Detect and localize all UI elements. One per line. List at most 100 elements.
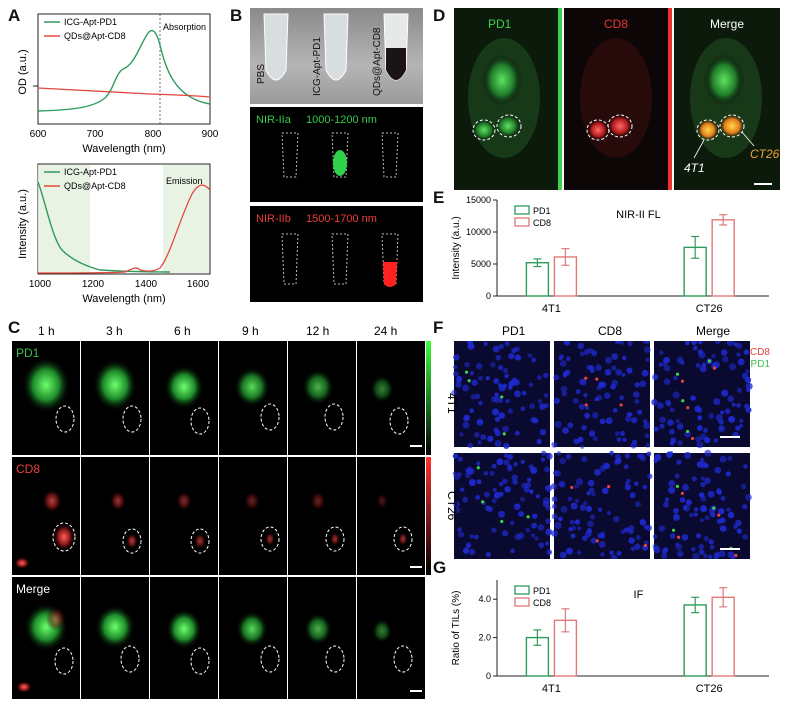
- nucleus: [652, 534, 658, 539]
- pd1-dot: [685, 429, 690, 434]
- nucleus: [551, 503, 557, 509]
- nucleus: [694, 405, 702, 413]
- nucleus: [740, 483, 747, 490]
- nucleus: [462, 384, 470, 392]
- nucleus: [581, 535, 588, 541]
- nucleus: [590, 537, 597, 544]
- nucleus: [674, 473, 680, 479]
- nucleus: [591, 491, 596, 497]
- nucleus: [691, 547, 696, 552]
- panel-label-g: G: [433, 558, 447, 577]
- nucleus: [561, 390, 567, 397]
- time-24h: 24 h: [374, 324, 398, 338]
- nucleus: [468, 548, 476, 556]
- nucleus: [611, 379, 619, 387]
- nucleus: [660, 552, 668, 559]
- c-row-merge: [12, 577, 425, 699]
- c-row-label-cd8: CD8: [16, 462, 40, 476]
- nucleus: [628, 528, 634, 535]
- nucleus: [663, 356, 670, 364]
- nucleus: [612, 515, 620, 523]
- nucleus: [562, 427, 569, 434]
- nucleus: [685, 341, 690, 346]
- nucleus: [634, 382, 640, 388]
- nucleus: [679, 497, 686, 503]
- nucleus: [691, 341, 698, 346]
- if-image-tile: [454, 341, 550, 447]
- nucleus: [567, 496, 573, 502]
- nucleus: [564, 369, 571, 376]
- legend-swatch: [514, 585, 530, 595]
- nucleus: [545, 528, 553, 536]
- nucleus: [643, 540, 649, 545]
- pd1-dot: [681, 399, 685, 403]
- panel-a-bottom-xtick-2: 1400: [135, 279, 158, 290]
- nucleus: [483, 341, 488, 347]
- pd1-dot: [467, 379, 471, 383]
- nucleus: [696, 441, 704, 449]
- nucleus: [505, 398, 510, 404]
- pd1-dot: [500, 519, 504, 524]
- nucleus: [546, 452, 553, 460]
- nucleus: [604, 369, 612, 376]
- nucleus: [576, 550, 582, 555]
- nucleus: [492, 345, 500, 353]
- bar: [711, 219, 735, 297]
- nucleus: [573, 438, 579, 444]
- nucleus: [577, 436, 584, 443]
- nucleus: [512, 377, 518, 383]
- nucleus: [726, 341, 734, 346]
- nucleus: [579, 351, 585, 357]
- panel-b-nir2b-image: [250, 206, 423, 302]
- nucleus: [476, 418, 484, 426]
- nucleus: [733, 524, 738, 530]
- nucleus: [507, 408, 514, 414]
- nucleus: [626, 367, 633, 374]
- nucleus: [559, 360, 567, 367]
- nucleus: [669, 428, 675, 435]
- nucleus: [454, 507, 461, 513]
- nucleus: [720, 410, 725, 415]
- nucleus: [587, 520, 594, 528]
- nucleus: [568, 526, 573, 532]
- nucleus: [476, 362, 483, 370]
- tube-label-icg: ICG-Apt-PD1: [312, 37, 323, 96]
- nucleus: [640, 455, 647, 462]
- nucleus: [478, 400, 483, 406]
- nucleus: [554, 521, 562, 530]
- cd8-dot: [680, 491, 684, 496]
- pd1-dot: [712, 506, 716, 510]
- nucleus: [599, 418, 606, 425]
- nucleus: [628, 537, 635, 544]
- nucleus: [639, 519, 647, 526]
- nucleus: [467, 442, 474, 449]
- nucleus: [575, 478, 584, 486]
- nucleus: [476, 479, 482, 485]
- pd1-dot: [671, 528, 676, 532]
- nucleus: [659, 416, 666, 423]
- nucleus: [535, 494, 541, 499]
- nucleus: [742, 503, 748, 510]
- nucleus: [491, 463, 497, 469]
- nucleus: [628, 412, 633, 417]
- nucleus: [586, 528, 593, 534]
- nucleus: [515, 430, 520, 436]
- nucleus: [530, 467, 538, 475]
- nucleus: [708, 539, 714, 545]
- nucleus: [591, 350, 598, 357]
- nucleus: [661, 548, 668, 555]
- nucleus: [589, 514, 596, 520]
- nucleus: [455, 381, 462, 388]
- nucleus: [589, 487, 595, 493]
- nucleus: [566, 548, 571, 553]
- nucleus: [494, 392, 499, 397]
- nucleus: [716, 518, 723, 525]
- nucleus: [554, 420, 562, 429]
- nucleus: [647, 473, 653, 479]
- panel-a-bottom-annotation: Emission: [166, 176, 203, 186]
- nucleus: [743, 349, 750, 355]
- nucleus: [511, 474, 518, 481]
- nucleus: [663, 378, 671, 385]
- nucleus: [727, 455, 733, 461]
